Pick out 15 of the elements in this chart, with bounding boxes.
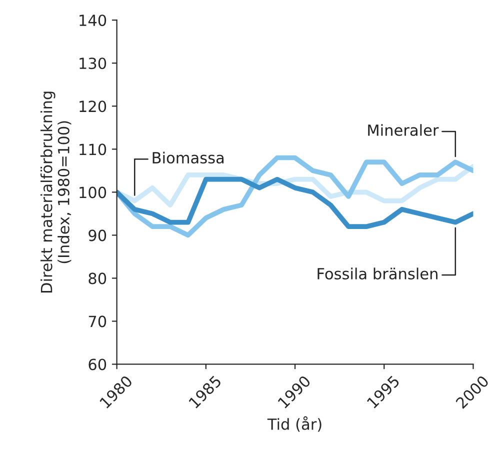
x-axis-title: Tid (år)	[267, 416, 322, 432]
y-axis-title: Direkt materialförbrukning (Index, 1980=100)	[40, 92, 72, 292]
series-label: Biomassa	[152, 152, 224, 164]
y-tick-label: 100	[80, 186, 106, 198]
y-tick-label: 120	[80, 100, 106, 112]
y-tick-label: 110	[80, 144, 106, 156]
y-tick-label: 130	[80, 58, 106, 70]
text: Fossila bränslen	[318, 268, 438, 280]
series-label: Mineraler	[368, 124, 439, 136]
y-tick-label: 70	[88, 316, 106, 328]
line-series	[116, 176, 474, 230]
y-tick-label: 80	[88, 272, 106, 284]
y-tick-label: 60	[88, 358, 106, 370]
y-tick-label: 90	[88, 230, 106, 242]
y-tick-label: 140	[80, 14, 106, 26]
